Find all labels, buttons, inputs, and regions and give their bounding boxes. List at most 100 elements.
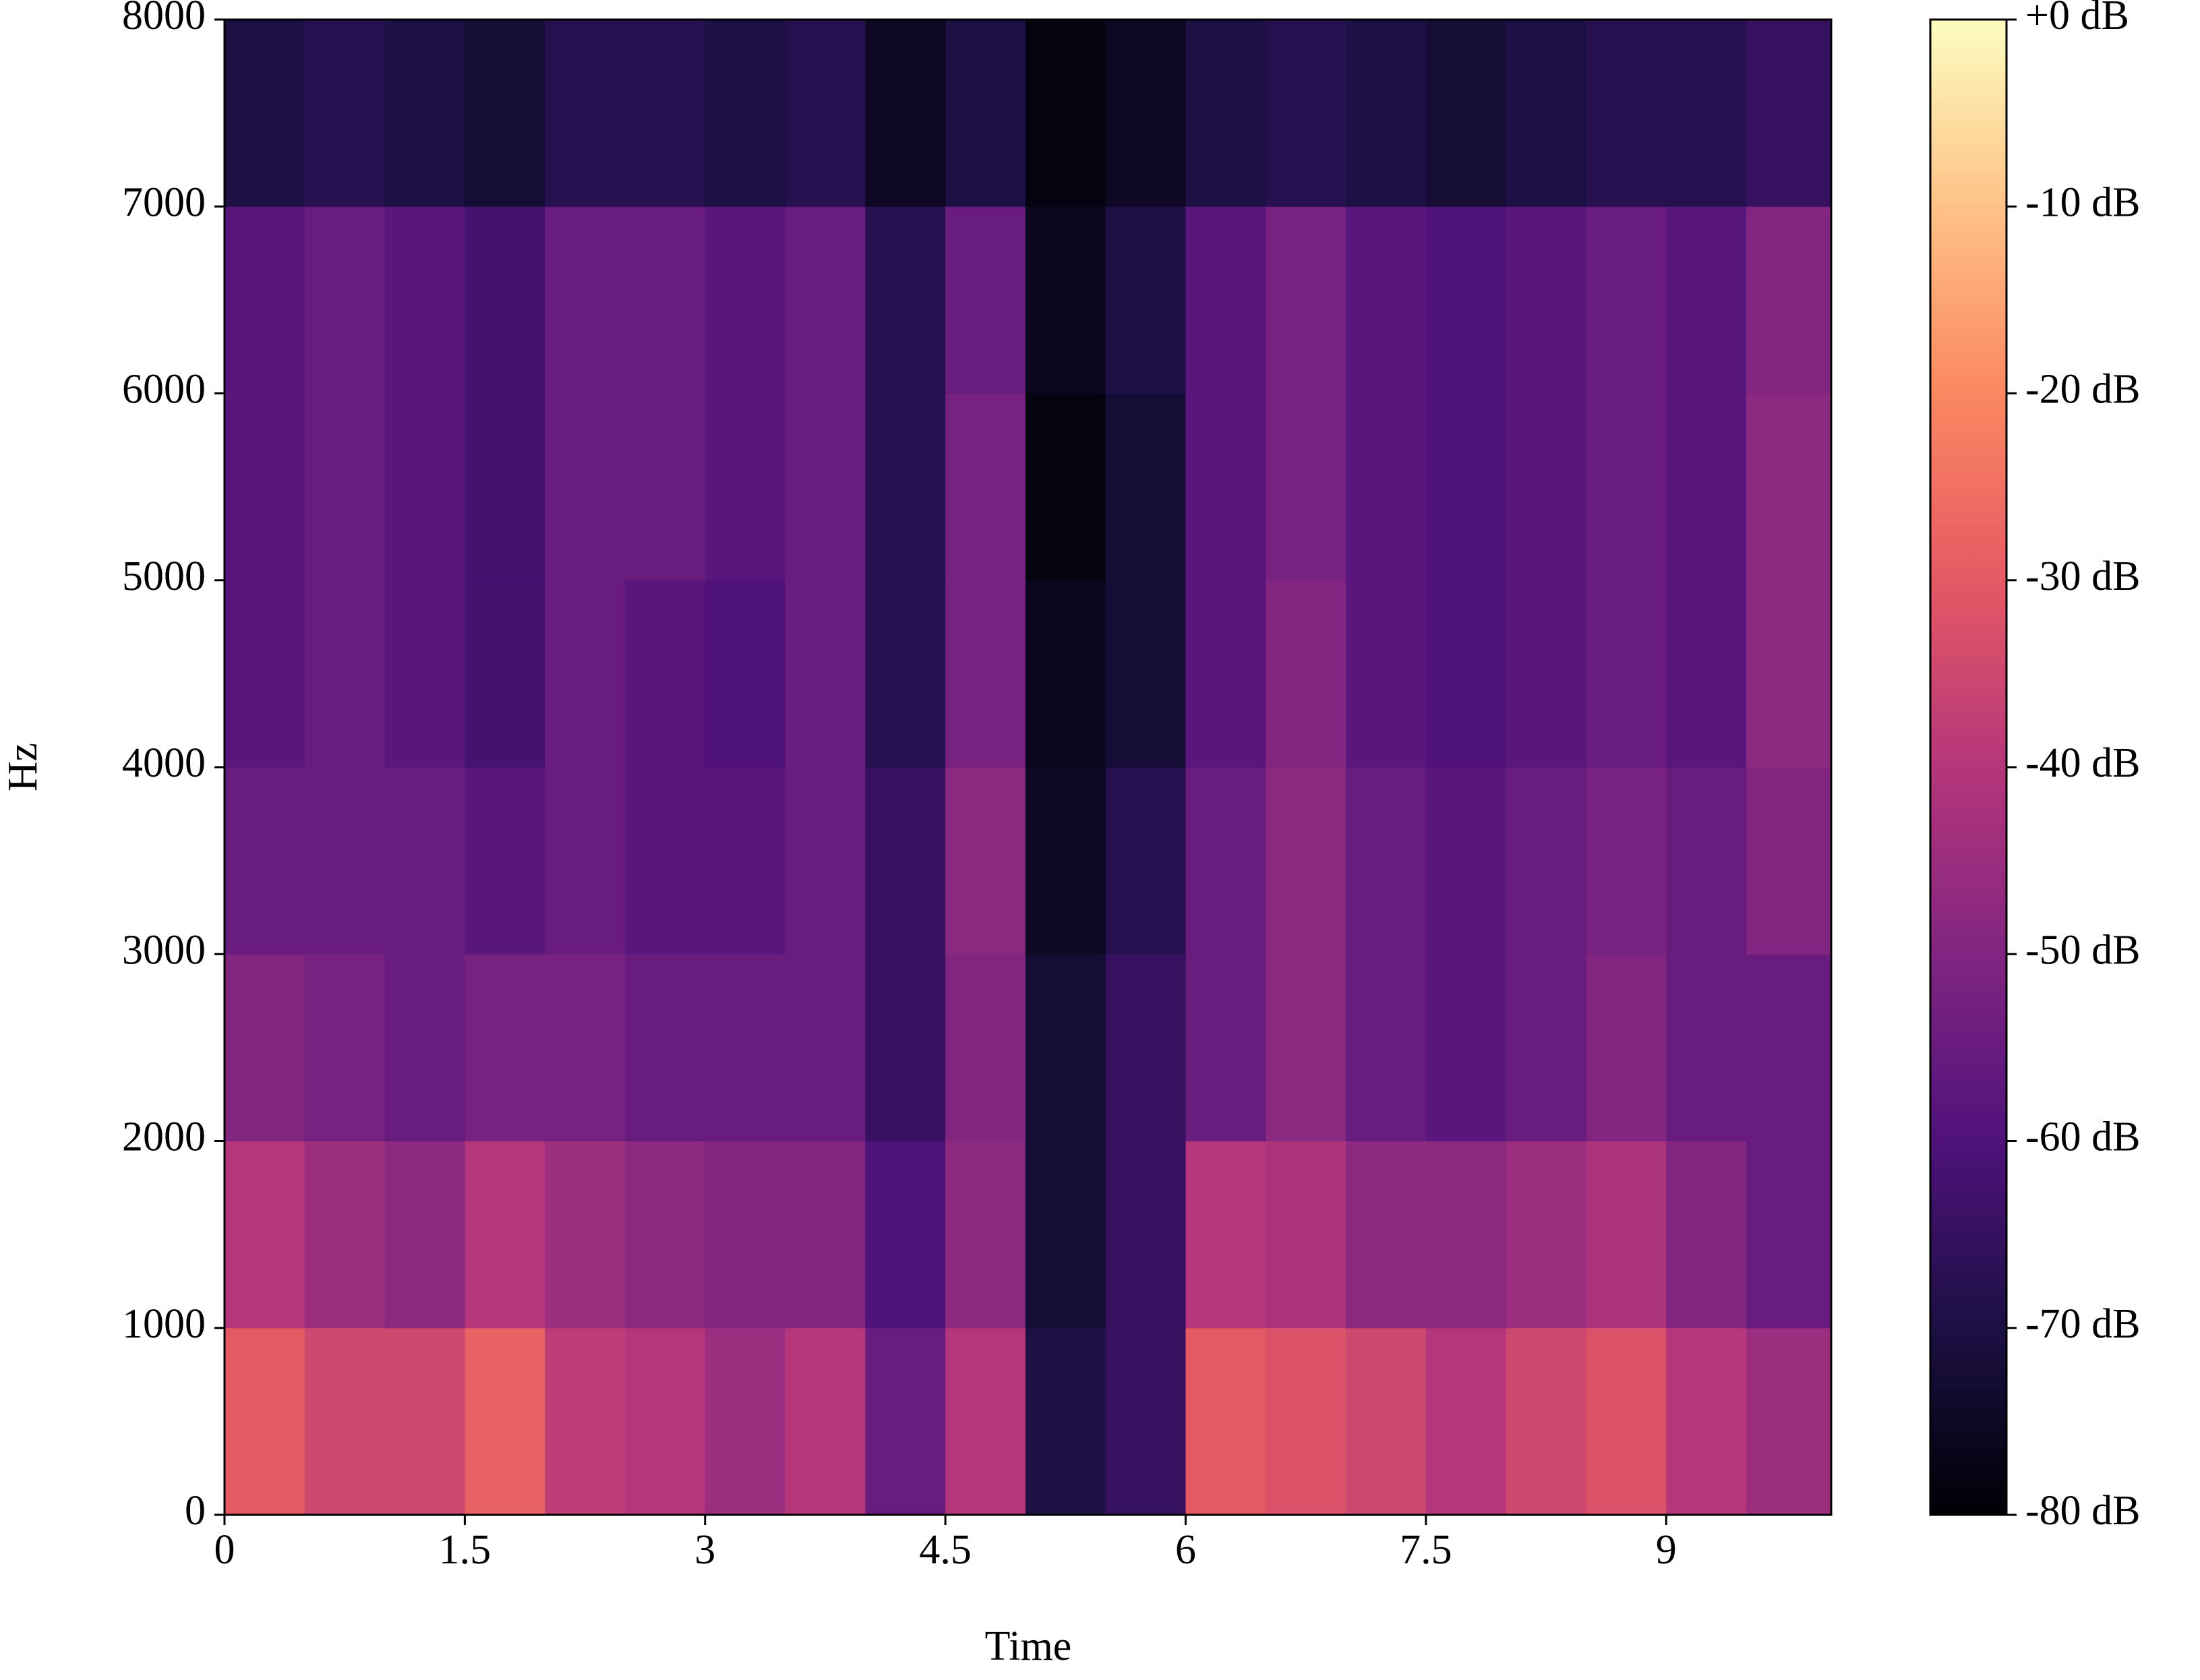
heatmap-cell [1105,1141,1187,1329]
heatmap-cell [865,1141,946,1329]
heatmap-cell [384,1327,465,1516]
heatmap-cell [1506,206,1586,394]
heatmap-cell [1266,1141,1346,1329]
heatmap-cell [384,954,465,1141]
heatmap-cell [785,393,866,581]
heatmap-cell [225,20,305,207]
heatmap-cell [1666,1141,1747,1329]
heatmap-cell [1666,954,1747,1141]
heatmap-cell [945,20,1026,207]
heatmap-cell [1346,206,1427,394]
heatmap-cell [1346,580,1427,768]
x-tick-label: 0 [214,1527,235,1573]
heatmap-cell [545,1327,626,1516]
heatmap-cell [1425,393,1507,581]
heatmap-cell [1266,20,1346,207]
heatmap-cell [465,767,545,955]
heatmap-cell [1746,1141,1832,1329]
heatmap-cell [945,580,1026,768]
x-tick-label: 7.5 [1400,1527,1452,1573]
heatmap-cell [705,580,786,768]
heatmap-cell [465,393,545,581]
heatmap-cell [1746,393,1832,581]
heatmap-cell [1025,580,1106,768]
heatmap-cell [1586,954,1667,1141]
heatmap-cell [945,767,1026,955]
heatmap-cell [545,954,626,1141]
y-tick-label: 1000 [122,1301,206,1347]
heatmap-cell [785,1327,866,1516]
heatmap-cell [1425,1141,1507,1329]
heatmap-cell [1666,206,1747,394]
heatmap-cell [1666,1327,1747,1516]
y-tick-label: 7000 [122,179,206,225]
heatmap-cell [384,20,465,207]
heatmap-cell [1506,393,1586,581]
colorbar-tick-label: +0 dB [2025,0,2129,38]
heatmap-cell [1346,767,1427,955]
heatmap-cell [1025,954,1106,1141]
heatmap-cell [624,767,706,955]
heatmap-cell [624,954,706,1141]
x-tick-label: 3 [694,1527,715,1573]
heatmap-cell [1025,1141,1106,1329]
heatmap-cell [1586,1327,1667,1516]
heatmap-cell [1425,580,1507,768]
heatmap-cell [465,580,545,768]
heatmap-cell [465,206,545,394]
colorbar-tick-label: -30 dB [2025,553,2141,599]
heatmap-cell [865,20,946,207]
x-axis-label: Time [985,1623,1072,1669]
heatmap-cell [945,1141,1026,1329]
heatmap-cell [1266,767,1346,955]
heatmap-cell [1506,1141,1586,1329]
heatmap-cell [225,580,305,768]
heatmap-cell [225,767,305,955]
heatmap-cell [304,1327,386,1516]
heatmap-cell [1586,580,1667,768]
heatmap-cell [1425,954,1507,1141]
heatmap-cell [1105,580,1187,768]
heatmap-cell [304,20,386,207]
heatmap-cell [865,393,946,581]
heatmap-cell [1105,1327,1187,1516]
heatmap-cell [545,393,626,581]
heatmap-cell [545,206,626,394]
heatmap-cell [705,1327,786,1516]
heatmap-cell [624,20,706,207]
heatmap-cell [545,767,626,955]
heatmap-cell [1506,1327,1586,1516]
colorbar-tick-label: -50 dB [2025,927,2141,973]
heatmap-cell [1746,20,1832,207]
heatmap-cell [1105,767,1187,955]
heatmap-cell [545,1141,626,1329]
y-tick-label: 6000 [122,367,206,413]
heatmap-cell [384,206,465,394]
heatmap-cell [465,20,545,207]
x-tick-label: 1.5 [439,1527,492,1573]
heatmap-cell [1266,954,1346,1141]
heatmap-cell [1506,580,1586,768]
heatmap-cell [624,393,706,581]
heatmap-cell [1185,580,1266,768]
heatmap-cell [945,206,1026,394]
heatmap-cell [1346,393,1427,581]
heatmap-cell [785,20,866,207]
heatmap-cell [1266,580,1346,768]
heatmap-cell [1105,954,1187,1141]
heatmap-cell [384,1141,465,1329]
heatmap-cell [785,954,866,1141]
heatmap-cell [1746,580,1832,768]
heatmap-cell [624,1327,706,1516]
heatmap-cell [624,206,706,394]
colorbar-tick-label: -10 dB [2025,179,2141,225]
heatmap-cell [1025,1327,1106,1516]
heatmap-cell [1185,1327,1266,1516]
y-tick-label: 4000 [122,740,206,786]
heatmap-cell [1346,1141,1427,1329]
heatmap-cell [785,206,866,394]
heatmap-cell [1586,20,1667,207]
heatmap-cell [1185,767,1266,955]
heatmap-cell [384,767,465,955]
